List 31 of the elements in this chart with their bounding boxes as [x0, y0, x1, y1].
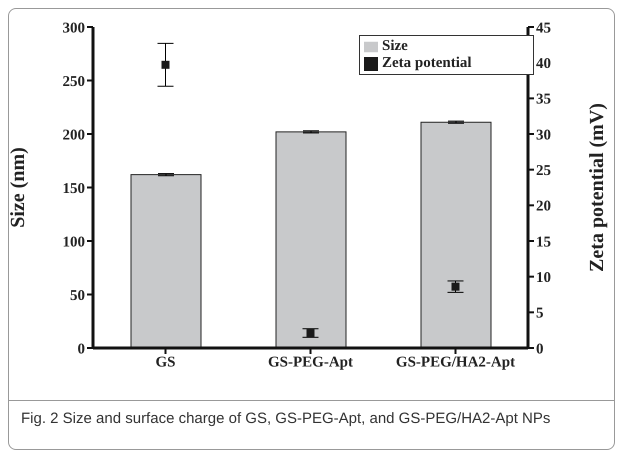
y2-tick-label: 15: [536, 234, 551, 250]
x-tick-label: GS: [155, 354, 176, 371]
y2-tick-label: 25: [536, 162, 551, 179]
y2-tick-label: 35: [536, 92, 551, 108]
x-tick-label: GS-PEG-Apt: [268, 354, 354, 371]
y2-tick-label: 5: [536, 306, 544, 322]
point: [306, 329, 314, 338]
point: [452, 282, 460, 291]
y2-tick-label: 45: [536, 20, 551, 36]
y2-tick-label: 20: [536, 198, 551, 215]
legend-label: Size: [382, 38, 408, 54]
bar: [420, 122, 492, 348]
y2-axis-title: Zeta potential (mV): [586, 103, 608, 272]
bar: [130, 174, 202, 348]
y-tick-label: 200: [62, 127, 85, 144]
y-tick-label: 250: [62, 74, 85, 90]
x-tick-label: GS-PEG/HA2-Apt: [396, 354, 516, 371]
caption: Fig. 2 Size and surface charge of GS, GS-PEG-Apt, and GS-PEG/HA2-Apt NPs: [21, 409, 552, 429]
y2-tick-label: 30: [536, 127, 551, 144]
y2-tick-label: 10: [536, 270, 551, 286]
y2-tick-label: 40: [536, 56, 551, 72]
y-tick-label: 0: [78, 341, 85, 358]
y-tick-label: 100: [62, 234, 85, 250]
y-tick-label: 150: [62, 180, 85, 197]
y2-tick-label: 0: [536, 341, 544, 358]
y-tick-label: 50: [70, 288, 85, 304]
y-axis-title: Size (nm): [7, 147, 30, 228]
y-tick-label: 300: [62, 20, 85, 36]
point: [162, 60, 170, 69]
legend-label: Zeta potential: [382, 55, 472, 71]
bar: [276, 131, 346, 348]
